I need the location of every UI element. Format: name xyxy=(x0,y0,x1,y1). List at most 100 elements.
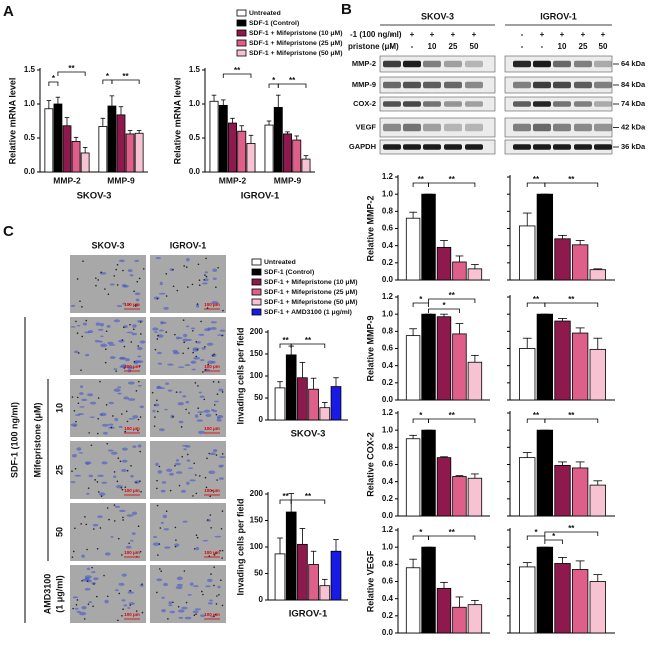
cell xyxy=(122,284,129,288)
y-axis-label: Relative MMP-2 xyxy=(365,195,375,261)
y-tick-label: 0.8 xyxy=(382,326,394,335)
pore xyxy=(156,297,159,300)
blot-band xyxy=(423,60,441,68)
cell xyxy=(76,447,82,451)
pore xyxy=(221,510,224,512)
cell xyxy=(119,357,125,360)
pore xyxy=(158,543,161,545)
bar xyxy=(467,361,483,401)
pore xyxy=(85,319,88,322)
pore xyxy=(154,416,156,418)
pore xyxy=(110,426,113,429)
cell xyxy=(205,413,212,418)
bar xyxy=(421,429,436,517)
cell xyxy=(139,340,146,344)
pore xyxy=(187,347,190,350)
lane-sign: + xyxy=(601,30,606,39)
cell xyxy=(200,359,205,362)
cell xyxy=(137,346,143,351)
blot-header: IGROV-1 xyxy=(540,11,577,21)
legend-swatch xyxy=(236,19,247,27)
pore xyxy=(115,370,117,372)
cell xyxy=(198,430,205,434)
pore xyxy=(185,601,188,604)
pore xyxy=(175,391,178,393)
legend-label: Untreated xyxy=(249,10,281,17)
cell xyxy=(205,585,211,588)
pore xyxy=(183,265,185,267)
pore xyxy=(153,425,156,427)
pore xyxy=(202,371,204,373)
cell xyxy=(94,339,100,343)
cell xyxy=(214,535,222,538)
cell xyxy=(137,444,142,448)
cell xyxy=(87,393,94,397)
pore xyxy=(71,556,74,558)
pore xyxy=(129,589,131,592)
pore xyxy=(116,284,119,286)
pore xyxy=(80,369,82,372)
pore xyxy=(90,444,93,447)
cell xyxy=(172,351,180,355)
protein-label: GAPDH xyxy=(349,142,376,151)
y-tick-label: 0.6 xyxy=(382,577,394,586)
pore xyxy=(104,361,107,364)
protein-label: VEGF xyxy=(356,122,377,131)
pore xyxy=(100,271,103,274)
cell xyxy=(194,608,202,611)
cell xyxy=(214,400,219,403)
cell xyxy=(216,418,222,422)
y-tick-label: 0.8 xyxy=(382,206,394,215)
pore xyxy=(105,404,108,406)
pore xyxy=(119,460,122,463)
y-tick-label: 150 xyxy=(250,349,264,358)
pore xyxy=(172,601,174,604)
cell xyxy=(113,388,121,392)
pore xyxy=(177,605,180,608)
pore xyxy=(100,495,103,498)
significance-label: ** xyxy=(68,64,75,73)
pore xyxy=(156,504,159,507)
cell xyxy=(117,386,122,389)
cell xyxy=(191,368,196,371)
pore xyxy=(221,549,224,552)
scale-label: 100 μm xyxy=(204,364,220,369)
cell xyxy=(157,385,161,389)
bar xyxy=(228,122,237,173)
blot-band xyxy=(403,144,421,150)
legend-label: SDF-1 (Control) xyxy=(249,20,299,27)
legend-label: SDF-1 + Mifepristone (50 μM) xyxy=(249,50,342,57)
cell xyxy=(127,607,131,609)
blot-band xyxy=(513,101,531,107)
y-axis-label: Relative VEGF xyxy=(365,550,375,612)
significance-label: ** xyxy=(568,175,575,184)
cell xyxy=(204,328,211,332)
y-axis-label: Invading cells per field xyxy=(235,498,245,595)
significance-label: ** xyxy=(122,72,129,81)
dose-label: 25 xyxy=(54,465,64,475)
significance-bracket xyxy=(428,182,476,187)
cell xyxy=(193,356,201,360)
pore xyxy=(122,516,124,519)
cell xyxy=(109,283,115,286)
cell xyxy=(81,554,85,558)
cell xyxy=(181,606,188,610)
cell xyxy=(218,388,224,392)
pore xyxy=(74,467,77,470)
cell xyxy=(182,395,187,398)
bar xyxy=(452,333,467,401)
cell xyxy=(139,405,144,409)
y-tick-label: 0.8 xyxy=(382,559,394,568)
pore xyxy=(106,595,109,598)
pore xyxy=(207,519,209,521)
side-label: SDF-1 (100 ng/ml) xyxy=(9,402,19,478)
pore xyxy=(196,536,199,539)
cell xyxy=(89,416,95,418)
cell xyxy=(97,474,104,477)
legend-swatch xyxy=(236,9,247,17)
significance-bracket xyxy=(111,79,140,84)
blot-band xyxy=(465,60,483,68)
cell xyxy=(156,578,163,582)
pore xyxy=(116,480,119,483)
blot-band xyxy=(423,144,441,150)
